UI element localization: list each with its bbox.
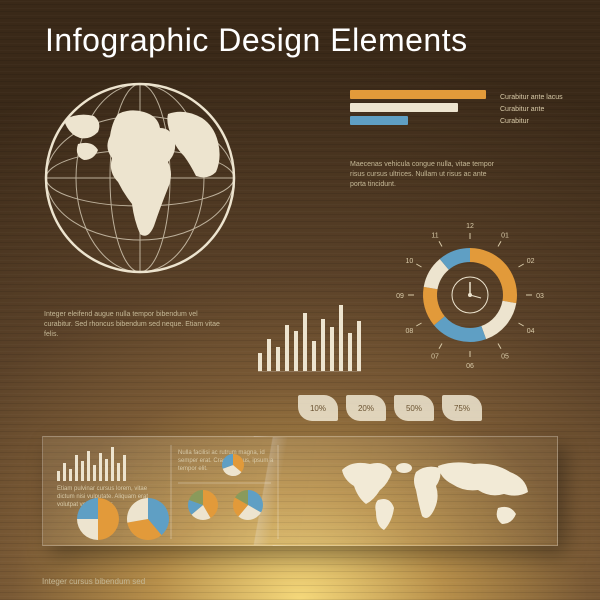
leaf-badge: 50% <box>394 395 434 421</box>
paragraph-right: Maecenas vehicula congue nulla, vitae te… <box>350 160 500 190</box>
hbar <box>350 116 408 125</box>
vbar <box>321 319 325 371</box>
vbar <box>357 321 361 371</box>
svg-text:12: 12 <box>466 223 474 230</box>
svg-text:10: 10 <box>405 258 413 265</box>
hbar <box>350 103 458 112</box>
svg-text:08: 08 <box>405 328 413 335</box>
vbar <box>312 341 316 371</box>
leaf-badge: 10% <box>298 395 338 421</box>
vbar-chart <box>258 300 361 372</box>
vbar <box>303 313 307 371</box>
leaf-badge: 20% <box>346 395 386 421</box>
svg-text:09: 09 <box>396 293 404 300</box>
svg-text:02: 02 <box>527 258 535 265</box>
hbar <box>350 90 486 99</box>
hbar-chart <box>350 90 486 129</box>
radial-chart: 12 01 02 03 04 05 06 07 08 09 10 11 <box>395 220 545 370</box>
hbar-legend-item: Curabitur ante lacus <box>500 92 563 104</box>
hbar-legend: Curabitur ante lacusCurabitur anteCurabi… <box>500 92 563 128</box>
svg-text:11: 11 <box>431 232 438 239</box>
footnote: Integer cursus bibendum sed <box>42 577 145 586</box>
svg-text:03: 03 <box>536 293 544 300</box>
svg-text:04: 04 <box>527 328 535 335</box>
globe-icon <box>40 78 240 278</box>
hbar-legend-item: Curabitur <box>500 116 563 128</box>
vbar <box>258 353 262 371</box>
paragraph-left: Integer eleifend augue nulla tempor bibe… <box>44 310 224 340</box>
leaf-badge: 75% <box>442 395 482 421</box>
vbar <box>285 325 289 371</box>
world-map-icon <box>330 450 540 540</box>
vbar <box>339 305 343 371</box>
svg-text:01: 01 <box>501 232 509 239</box>
hbar-legend-item: Curabitur ante <box>500 104 563 116</box>
svg-text:06: 06 <box>466 363 474 370</box>
leaf-badges: 10% 20% 50% 75% <box>298 395 482 421</box>
vbar <box>276 347 280 371</box>
svg-text:05: 05 <box>501 354 509 361</box>
svg-text:07: 07 <box>431 354 439 361</box>
page-title: Infographic Design Elements <box>45 22 468 59</box>
vbar <box>294 331 298 371</box>
vbar <box>267 339 271 371</box>
vbar <box>330 327 334 371</box>
vbar <box>348 333 352 371</box>
